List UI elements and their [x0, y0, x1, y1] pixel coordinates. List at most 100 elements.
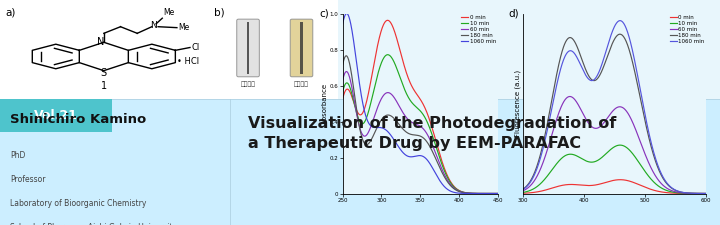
Text: a): a): [6, 7, 16, 17]
1060 min: [618, 20, 626, 23]
180 min: [490, 192, 498, 195]
Y-axis label: Fluorescence (a.u.): Fluorescence (a.u.): [515, 70, 521, 137]
FancyBboxPatch shape: [300, 22, 303, 74]
60 min: [565, 95, 574, 98]
0 min: [628, 181, 636, 183]
10 min: [431, 143, 439, 145]
180 min: [413, 134, 422, 137]
FancyBboxPatch shape: [290, 19, 312, 77]
Text: S: S: [101, 68, 107, 78]
0 min: [670, 192, 678, 194]
10 min: [413, 106, 421, 109]
Text: d): d): [508, 8, 518, 18]
Text: Cl: Cl: [191, 43, 199, 52]
10 min: [383, 53, 392, 56]
60 min: [698, 192, 706, 195]
60 min: [606, 113, 615, 115]
Line: 60 min: 60 min: [343, 72, 498, 194]
10 min: [518, 191, 527, 194]
Line: 1060 min: 1060 min: [343, 14, 498, 194]
180 min: [518, 188, 527, 191]
0 min: [606, 180, 614, 182]
60 min: [338, 79, 347, 81]
60 min: [628, 120, 636, 123]
1060 min: [423, 158, 431, 161]
1060 min: [616, 19, 624, 22]
0 min: [698, 192, 706, 195]
10 min: [466, 192, 474, 195]
Line: 0 min: 0 min: [523, 180, 706, 194]
180 min: [698, 192, 706, 195]
180 min: [466, 192, 474, 195]
Text: 光照射前: 光照射前: [240, 81, 256, 87]
180 min: [342, 54, 351, 57]
Line: 10 min: 10 min: [523, 145, 706, 194]
Text: Shinichiro Kamino: Shinichiro Kamino: [10, 113, 147, 126]
1060 min: [343, 12, 351, 15]
0 min: [702, 192, 711, 195]
10 min: [616, 144, 624, 146]
60 min: [490, 192, 498, 195]
180 min: [413, 134, 421, 137]
Text: Vol.21: Vol.21: [34, 109, 78, 122]
Line: 180 min: 180 min: [523, 34, 706, 193]
0 min: [431, 137, 439, 140]
1060 min: [338, 22, 347, 25]
60 min: [413, 123, 421, 126]
10 min: [702, 192, 711, 195]
10 min: [423, 120, 431, 122]
60 min: [670, 190, 678, 193]
10 min: [490, 192, 498, 195]
0 min: [413, 94, 422, 97]
Text: c): c): [320, 8, 329, 18]
1060 min: [466, 192, 474, 195]
FancyBboxPatch shape: [0, 0, 338, 99]
0 min: [607, 180, 616, 182]
FancyBboxPatch shape: [338, 0, 720, 99]
Text: PhD: PhD: [10, 151, 26, 160]
180 min: [423, 140, 431, 143]
60 min: [413, 124, 422, 126]
1060 min: [702, 192, 711, 195]
Line: 1060 min: 1060 min: [523, 21, 706, 194]
FancyBboxPatch shape: [0, 99, 720, 225]
10 min: [493, 192, 502, 195]
Text: Me: Me: [163, 8, 174, 17]
1060 min: [490, 192, 498, 195]
180 min: [607, 45, 616, 48]
Text: Laboratory of Bioorganic Chemistry: Laboratory of Bioorganic Chemistry: [10, 199, 147, 208]
Line: 60 min: 60 min: [523, 97, 706, 194]
60 min: [618, 106, 626, 109]
Text: Professor: Professor: [10, 175, 46, 184]
1060 min: [607, 34, 616, 36]
1060 min: [628, 49, 636, 52]
10 min: [606, 149, 614, 151]
60 min: [493, 192, 502, 195]
Line: 10 min: 10 min: [343, 55, 498, 194]
FancyBboxPatch shape: [247, 22, 249, 74]
Text: 光照射後: 光照射後: [294, 81, 309, 87]
0 min: [518, 192, 527, 195]
180 min: [431, 156, 439, 159]
Text: N: N: [97, 37, 104, 47]
Y-axis label: Absorbance: Absorbance: [323, 83, 328, 124]
0 min: [466, 192, 474, 195]
0 min: [490, 192, 498, 195]
FancyBboxPatch shape: [237, 19, 259, 77]
180 min: [493, 192, 502, 195]
0 min: [493, 192, 502, 195]
180 min: [702, 192, 711, 195]
180 min: [628, 60, 636, 63]
Text: 1: 1: [101, 81, 107, 91]
FancyBboxPatch shape: [0, 99, 112, 132]
Text: • HCl: • HCl: [177, 57, 199, 66]
60 min: [702, 192, 711, 195]
180 min: [670, 188, 678, 191]
Text: N: N: [150, 21, 157, 30]
0 min: [413, 92, 421, 95]
60 min: [423, 132, 431, 135]
1060 min: [431, 171, 439, 174]
Line: 180 min: 180 min: [343, 56, 498, 194]
1060 min: [413, 154, 422, 157]
1060 min: [670, 188, 678, 190]
